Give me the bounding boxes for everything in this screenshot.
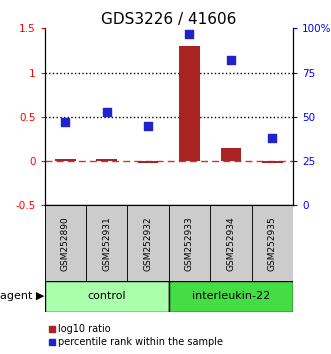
Bar xyxy=(262,161,283,163)
Text: interleukin-22: interleukin-22 xyxy=(192,291,270,302)
Bar xyxy=(96,159,117,161)
Bar xyxy=(169,281,293,312)
Text: GSM252931: GSM252931 xyxy=(102,216,111,271)
Text: GSM252935: GSM252935 xyxy=(268,216,277,271)
Bar xyxy=(210,205,252,281)
Bar xyxy=(86,205,127,281)
Text: agent ▶: agent ▶ xyxy=(0,291,45,302)
Text: GSM252890: GSM252890 xyxy=(61,216,70,271)
Title: GDS3226 / 41606: GDS3226 / 41606 xyxy=(101,12,236,27)
Bar xyxy=(220,148,241,161)
Bar xyxy=(45,205,86,281)
Bar xyxy=(169,205,210,281)
Point xyxy=(228,57,234,63)
Bar xyxy=(127,205,169,281)
Text: control: control xyxy=(87,291,126,302)
Point xyxy=(269,135,275,141)
Bar xyxy=(179,46,200,161)
Point xyxy=(146,123,151,129)
Point xyxy=(187,31,192,36)
Bar xyxy=(55,159,76,161)
Text: GSM252933: GSM252933 xyxy=(185,216,194,271)
Text: GSM252932: GSM252932 xyxy=(144,216,153,271)
Point xyxy=(63,119,68,125)
Bar xyxy=(45,281,169,312)
Bar xyxy=(252,205,293,281)
Legend: log10 ratio, percentile rank within the sample: log10 ratio, percentile rank within the … xyxy=(50,325,223,347)
Text: GSM252934: GSM252934 xyxy=(226,216,235,271)
Point xyxy=(104,109,109,114)
Bar xyxy=(138,161,159,163)
